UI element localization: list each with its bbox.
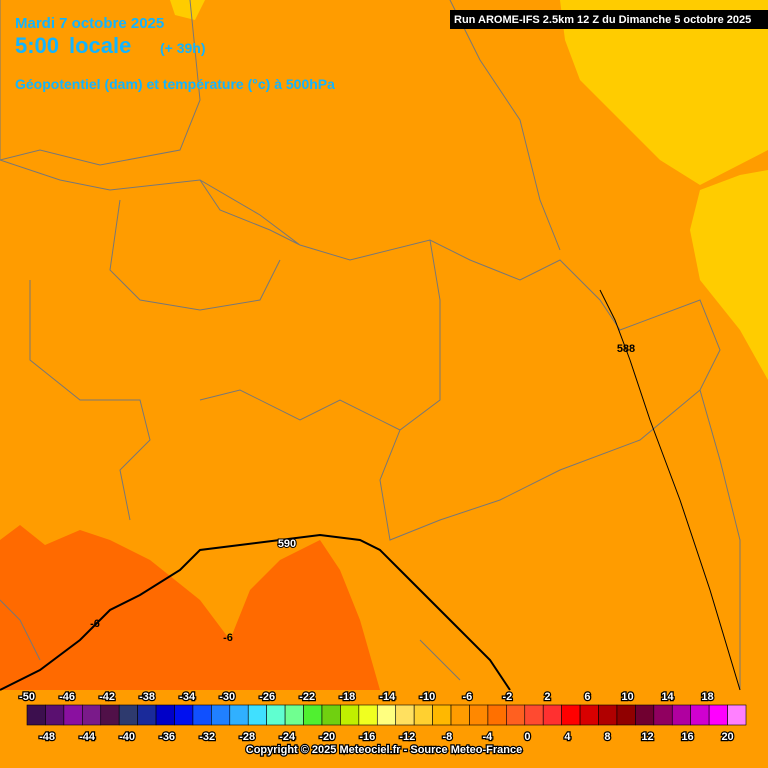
legend-label: -32 [199,731,215,743]
legend-swatch [63,704,83,726]
contour-label: 590 [278,538,296,550]
legend-label: -26 [259,691,275,703]
legend-label: 0 [524,731,530,743]
legend-label: -14 [379,691,396,703]
legend-swatch [542,704,562,726]
legend-label: -22 [299,691,315,703]
legend-label: 16 [681,731,693,743]
legend-label: -42 [99,691,115,703]
run-info: Run AROME-IFS 2.5km 12 Z du Dimanche 5 o… [454,14,751,26]
legend-label: 10 [621,691,633,703]
legend-label: -40 [119,731,135,743]
legend-label: -50 [19,691,35,703]
legend-swatch [708,704,728,726]
contour-label: -6 [223,632,233,644]
legend-swatch [247,704,267,726]
legend-swatch [450,704,470,726]
legend-swatch [266,704,286,726]
legend-swatch [395,704,415,726]
contour-line [0,533,511,691]
legend-swatch [524,704,544,726]
legend-swatch [671,704,691,726]
warm-region [450,0,768,380]
legend-label: -12 [399,731,415,743]
legend-swatch [321,704,341,726]
borders [0,0,741,690]
lead-time: (+ 39h) [160,40,206,56]
contour-label: -6 [90,618,100,630]
legend-swatch [653,704,673,726]
legend-label: -10 [419,691,435,703]
legend-label: -38 [139,691,155,703]
legend-swatch [635,704,655,726]
legend-swatch [487,704,507,726]
run-box [450,10,768,29]
legend-swatch [45,704,65,726]
legend-label: 8 [604,731,610,743]
legend-swatch [579,704,599,726]
warm-region [170,0,205,20]
contour-label: 588 [617,343,635,355]
legend-label: -44 [79,731,96,743]
legend-swatch [82,704,102,726]
legend-label: -2 [502,691,512,703]
legend-swatch [303,704,323,726]
legend-label: -34 [179,691,196,703]
legend-label: -36 [159,731,175,743]
legend-label: 20 [721,731,733,743]
legend-swatch [469,704,489,726]
legend-swatch [284,704,304,726]
legend-label: 18 [701,691,713,703]
legend-swatch [155,704,175,726]
legend-label: -30 [219,691,235,703]
legend-label: -6 [462,691,472,703]
contour-line [599,289,741,691]
date: Mardi 7 octobre 2025 [15,15,164,32]
legend-label: -20 [319,731,335,743]
legend-swatch [727,704,747,726]
legend-swatch [561,704,581,726]
legend-swatch [137,704,157,726]
legend-swatch [100,704,120,726]
legend-swatch [376,704,397,726]
time-suffix: locale [69,33,131,58]
time: 5:00 [15,33,59,58]
subtitle: Géopotentiel (dam) et température (°c) à… [15,76,335,92]
legend-swatch [174,704,194,726]
copyright: Copyright © 2025 Meteociel.fr - Source M… [246,744,522,756]
legend-swatch [26,704,46,726]
legend-swatch [690,704,710,726]
legend-swatch [118,704,138,726]
cold-region [0,525,380,690]
legend-swatch [413,704,433,726]
warm-region [560,0,768,185]
legend-label: -48 [39,731,55,743]
legend-label: -24 [279,731,296,743]
legend-label: 6 [584,691,590,703]
legend-label: -4 [482,731,493,743]
legend-label: 4 [564,731,571,743]
legend-swatch [432,704,452,726]
legend-swatch [340,704,360,726]
legend-label: 2 [544,691,550,703]
legend-label: -8 [442,731,452,743]
legend-swatch [358,704,378,726]
legend-swatch [229,704,249,726]
legend-swatch [192,704,212,726]
legend-label: -46 [59,691,75,703]
legend-label: 14 [661,691,674,703]
legend-swatch [211,704,231,726]
legend-swatch [598,704,618,726]
legend-label: -18 [339,691,355,703]
legend-swatch [506,704,526,726]
legend-label: -16 [359,731,375,743]
legend-label: 12 [641,731,653,743]
legend-label: -28 [239,731,255,743]
legend-swatch [616,704,636,726]
